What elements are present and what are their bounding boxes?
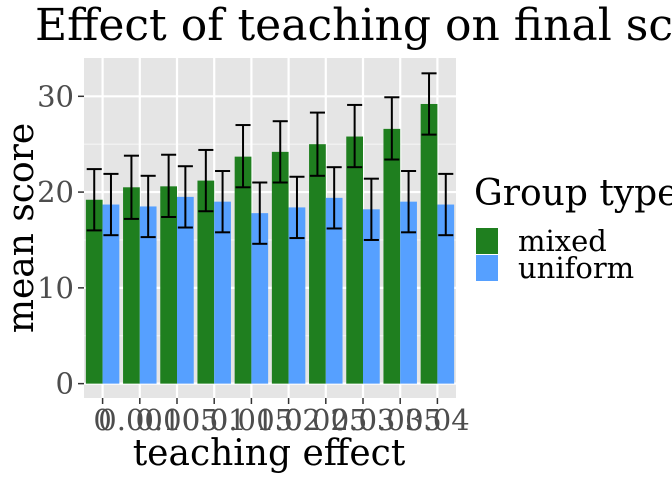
- bar-uniform-4: [251, 213, 269, 384]
- x-tick-label: 0.035: [359, 403, 442, 437]
- error-bar-mixed-5: [272, 120, 288, 184]
- x-tick-label: 0.015: [210, 403, 293, 437]
- bar-uniform-7: [363, 209, 380, 384]
- chart-title: Effect of teaching on final score: [35, 0, 672, 51]
- y-tick-label: 10: [37, 271, 74, 305]
- error-bar-uniform-5: [289, 175, 305, 240]
- error-bar-uniform-7: [363, 177, 379, 241]
- x-tick-label: 0.001: [98, 403, 181, 437]
- error-bar-mixed-6: [309, 111, 325, 177]
- y-tick-label: 20: [37, 175, 74, 209]
- error-bar-uniform-8: [401, 170, 417, 234]
- legend-title: Group type: [474, 173, 672, 214]
- error-bar-mixed-8: [384, 96, 400, 161]
- error-bar-mixed-7: [347, 103, 363, 169]
- x-tick-label: 0.025: [284, 403, 367, 437]
- error-bar-mixed-1: [123, 154, 139, 220]
- bar-uniform-0: [102, 204, 120, 384]
- error-bar-uniform-4: [252, 181, 268, 245]
- legend-label-mixed: mixed: [518, 224, 607, 258]
- x-tick-label: 0.03: [331, 403, 396, 437]
- x-axis-title: teaching effect: [133, 433, 406, 474]
- x-tick-label: 0.005: [135, 403, 218, 437]
- bar-mixed-2: [160, 186, 177, 384]
- x-tick-label: 0: [93, 403, 111, 437]
- error-bar-mixed-2: [161, 153, 177, 218]
- bar-mixed-4: [234, 156, 252, 384]
- bar-uniform-8: [400, 201, 417, 384]
- bars: [85, 103, 455, 384]
- error-bar-mixed-9: [421, 72, 437, 136]
- bar-uniform-2: [177, 196, 194, 384]
- x-tick-label: 0.04: [405, 403, 470, 437]
- error-bar-uniform-0: [103, 172, 119, 237]
- bar-uniform-6: [325, 197, 343, 384]
- bar-uniform-5: [288, 207, 306, 384]
- error-bar-mixed-4: [235, 124, 251, 189]
- bar-mixed-9: [420, 103, 438, 384]
- x-tick-label: 0.01: [182, 403, 247, 437]
- x-axis: 00.0010.0050.010.0150.020.0250.030.0350.…: [93, 398, 470, 437]
- error-bar-uniform-3: [215, 170, 231, 234]
- bar-mixed-8: [383, 128, 401, 384]
- bar-mixed-1: [123, 187, 140, 384]
- legend-key-uniform: [476, 255, 498, 281]
- error-bars: [86, 72, 454, 245]
- x-tick-label: 0.02: [256, 403, 321, 437]
- legend-label-uniform: uniform: [518, 251, 634, 285]
- bar-uniform-3: [214, 201, 231, 384]
- error-bar-mixed-0: [86, 168, 102, 232]
- bar-uniform-9: [437, 204, 455, 384]
- legend-key-mixed: [476, 228, 498, 254]
- error-bar-mixed-3: [198, 148, 214, 213]
- error-bar-uniform-6: [326, 166, 342, 230]
- y-tick-label: 30: [37, 79, 74, 113]
- bar-mixed-0: [85, 199, 103, 384]
- bar-mixed-6: [309, 144, 326, 384]
- y-tick-label: 0: [56, 367, 74, 401]
- bar-uniform-1: [139, 206, 157, 384]
- y-axis-title: mean score: [1, 123, 42, 333]
- error-bar-uniform-2: [177, 165, 193, 229]
- bar-mixed-7: [346, 136, 363, 384]
- error-bar-uniform-1: [140, 174, 156, 239]
- error-bar-uniform-9: [438, 172, 454, 237]
- y-axis: 0 10 20 30: [37, 79, 84, 401]
- bar-mixed-3: [197, 180, 215, 384]
- bar-mixed-5: [271, 151, 289, 384]
